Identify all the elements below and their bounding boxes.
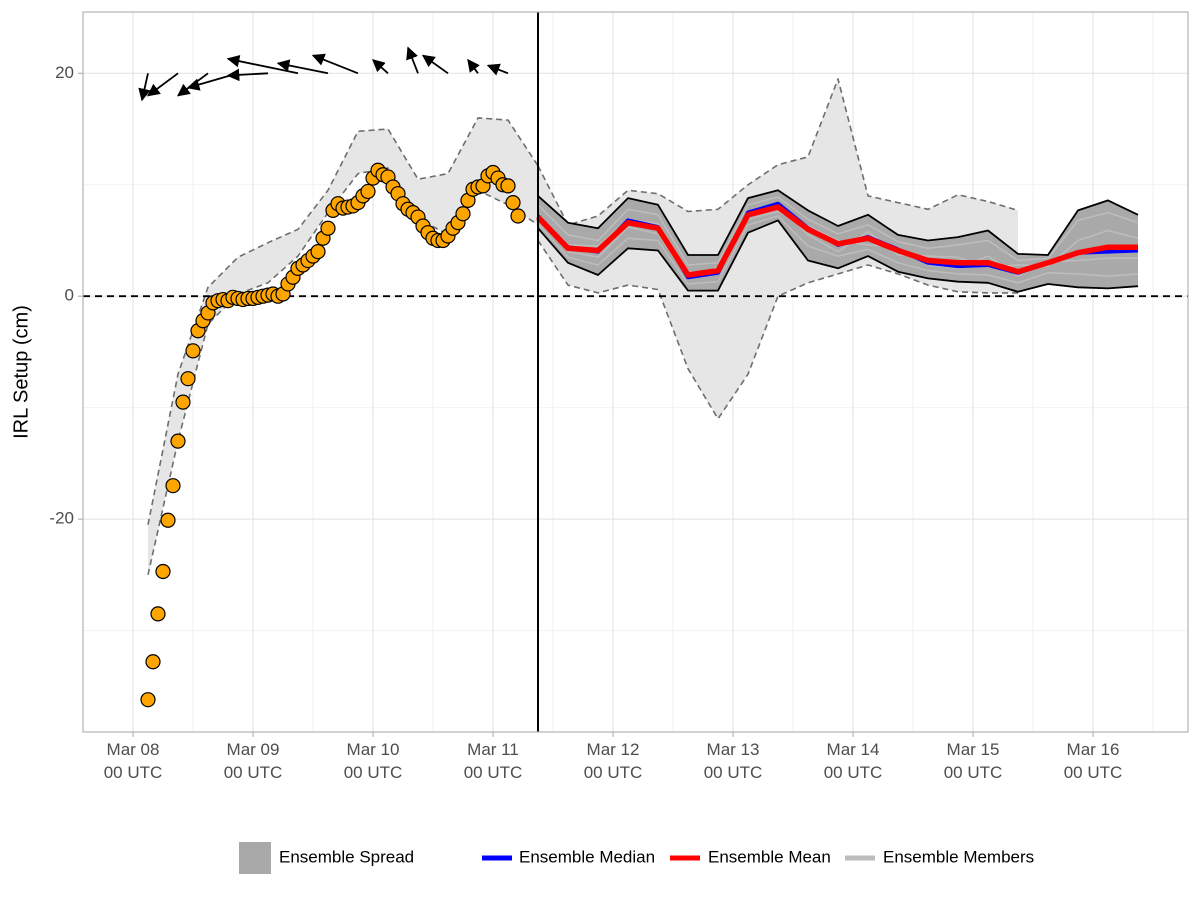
wind-arrow — [467, 58, 480, 74]
panel-border — [82, 11, 1189, 733]
observation-point — [455, 206, 471, 222]
legend-swatch — [239, 842, 271, 874]
wind-arrow — [146, 72, 179, 97]
x-tick-label: Mar 14 00 UTC — [823, 740, 883, 782]
wind-arrow — [486, 63, 509, 76]
legend: Ensemble Spread Ensemble Median Ensemble M… — [239, 842, 1034, 874]
observation-point — [180, 371, 196, 387]
spread-lower — [537, 219, 1139, 293]
grid — [83, 12, 1188, 732]
ensemble-member — [537, 215, 1139, 285]
spread-upper — [537, 189, 1139, 256]
ensemble-member — [537, 196, 1139, 266]
wind-arrow — [372, 59, 389, 74]
wind-arrow — [311, 53, 359, 75]
observation-point — [145, 654, 161, 670]
plot-panel — [83, 12, 1188, 732]
wind-arrow — [276, 59, 329, 75]
x-tick-label: Mar 12 00 UTC — [583, 740, 643, 782]
x-tick-label: Mar 11 00 UTC — [463, 740, 523, 782]
observation-point — [165, 478, 181, 494]
x-tick-label: Mar 08 00 UTC — [103, 740, 163, 782]
y-tick-label: 20 — [55, 63, 74, 82]
observation-point — [500, 178, 516, 194]
legend-label: Ensemble Members — [883, 847, 1034, 866]
y-tick-label: 0 — [65, 286, 74, 305]
observation-point — [320, 220, 336, 236]
observation-point — [310, 244, 326, 260]
history-band — [148, 117, 538, 575]
wind-arrow — [421, 54, 449, 75]
observation-point — [150, 606, 166, 622]
observation-point — [510, 208, 526, 224]
wind-arrow — [406, 46, 419, 74]
observation-point — [160, 512, 176, 528]
observation-point — [185, 343, 201, 359]
x-tick-label: Mar 09 00 UTC — [223, 740, 283, 782]
legend-label: Ensemble Spread — [279, 847, 414, 866]
observation-point — [175, 394, 191, 410]
plot-layers — [83, 12, 1188, 732]
envelope-lower — [537, 240, 1018, 420]
legend-label: Ensemble Median — [519, 847, 655, 866]
observation-point — [140, 692, 156, 708]
observation-point — [505, 194, 521, 211]
observation-point — [170, 433, 186, 449]
x-tick-label: Mar 16 00 UTC — [1063, 740, 1123, 782]
history-band-upper — [147, 117, 539, 525]
wind-arrow — [226, 68, 269, 82]
wind-arrow — [138, 73, 151, 102]
series-line — [536, 204, 1138, 278]
legend-label: Ensemble Mean — [708, 847, 831, 866]
x-tick-label: Mar 13 00 UTC — [703, 740, 763, 782]
observation-point — [155, 563, 171, 580]
x-tick-label: Mar 10 00 UTC — [343, 740, 403, 782]
y-axis-title: IRL Setup (cm) — [10, 305, 32, 439]
x-tick-label: Mar 15 00 UTC — [943, 740, 1003, 782]
envelope-upper — [537, 78, 1019, 226]
forecast-envelope — [538, 78, 1018, 419]
y-tick-label: -20 — [49, 509, 74, 528]
observation-point — [360, 183, 376, 200]
